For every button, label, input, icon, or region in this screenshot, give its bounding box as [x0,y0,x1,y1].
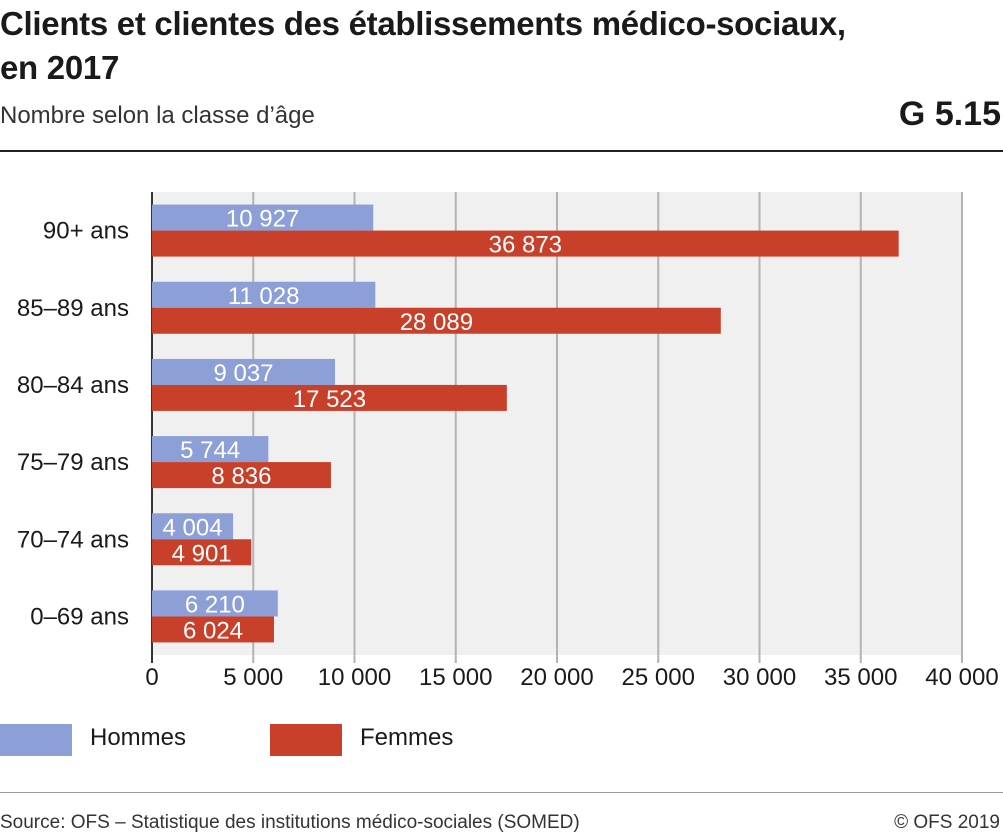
bar-hommes [152,281,376,308]
x-tick-label: 5 000 [223,664,283,691]
bar-femmes [152,539,252,566]
y-category-label: 80–84 ans [17,372,129,399]
bar-femmes [152,616,274,643]
data-label: 10 927 [226,206,299,233]
data-label: 9 037 [213,360,273,387]
header-divider [0,150,1003,152]
legend-label-femmes: Femmes [360,724,454,751]
data-label: 5 744 [180,437,240,464]
bar-hommes [152,358,335,385]
chart-subtitle: Nombre selon la classe d’âge [0,102,315,129]
data-label: 36 873 [489,232,562,259]
legend-swatch-femmes [270,724,342,756]
y-category-label: 0–69 ans [30,603,129,630]
data-label: 8 836 [211,463,271,490]
x-tick-label: 40 000 [925,664,998,691]
data-label: 4 901 [172,540,232,567]
bar-hommes [152,204,374,231]
source-note: Source: OFS – Statistique des institutio… [0,812,580,833]
x-tick-label: 25 000 [622,664,695,691]
graphic-number: G 5.15 [898,95,1001,133]
data-label: 11 028 [228,283,300,310]
data-label: 17 523 [293,386,366,413]
y-category-label: 85–89 ans [17,295,129,322]
bar-hommes [152,436,269,463]
data-label: 6 210 [185,591,245,618]
data-label: 28 089 [400,309,473,336]
bar-femmes [152,462,331,489]
y-category-label: 90+ ans [43,218,129,245]
data-label: 4 004 [163,514,223,541]
bar-hommes [152,513,234,540]
x-tick-label: 15 000 [419,664,492,691]
bar-femmes [152,307,721,334]
copyright: © OFS 2019 [894,812,1000,833]
legend-label-hommes: Hommes [90,724,187,751]
x-tick-label: 35 000 [824,664,897,691]
x-tick-label: 0 [145,664,158,691]
legend-swatch-hommes [0,724,72,756]
bar-femmes [152,230,899,257]
chart-title: Clients et clientes des établissements m… [0,5,846,86]
footer-divider [0,792,1003,793]
legend: Hommes Femmes [0,722,1003,758]
y-category-label: 75–79 ans [17,449,129,476]
data-label: 6 024 [183,617,243,644]
bar-chart: 0 5 000 10 000 15 000 20 000 25 000 30 000 35 0… [17,192,999,691]
bar-femmes [152,384,507,411]
x-tick-label: 30 000 [723,664,796,691]
bar-hommes [152,590,278,617]
y-category-label: 70–74 ans [17,526,129,553]
x-tick-label: 20 000 [520,664,593,691]
x-tick-label: 10 000 [318,664,391,691]
